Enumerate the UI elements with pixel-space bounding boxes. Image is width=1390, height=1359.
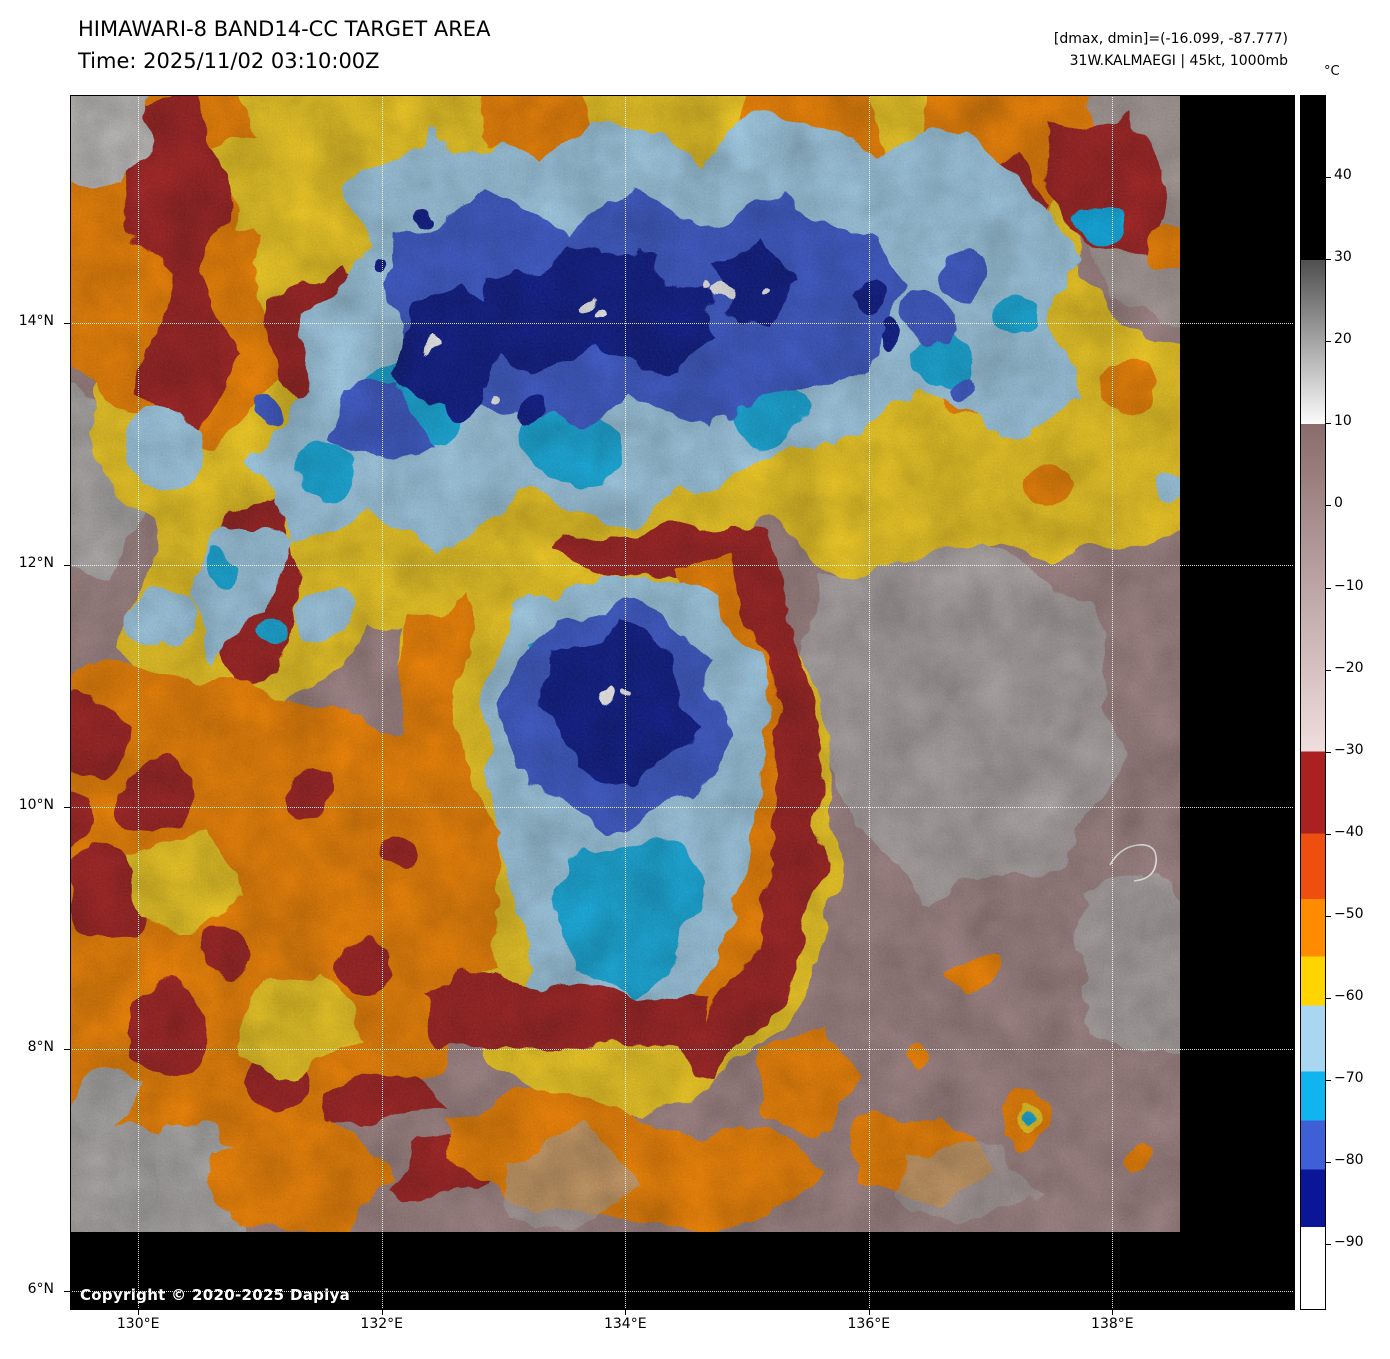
storm-annotation: 31W.KALMAEGI | 45kt, 1000mb [1054, 50, 1288, 72]
colorbar-tick-label: −30 [1334, 742, 1364, 758]
figure-time: Time: 2025/11/02 03:10:00Z [78, 46, 490, 78]
colorbar-tick-mark [1326, 1162, 1331, 1163]
x-axis-tick-mark [382, 1310, 383, 1315]
x-axis-tick-label: 138°E [1091, 1316, 1134, 1332]
colorbar-tick-label: −20 [1334, 660, 1364, 676]
y-axis-tick-mark [64, 807, 70, 808]
y-axis-tick-label: 8°N [28, 1039, 54, 1055]
colorbar-tick-label: 0 [1334, 495, 1343, 511]
copyright-watermark: Copyright © 2020-2025 Dapiya [80, 1286, 350, 1304]
colorbar-tick-label: −60 [1334, 988, 1364, 1004]
x-axis-tick-label: 130°E [117, 1316, 160, 1332]
colorbar-tick-mark [1326, 1244, 1331, 1245]
colorbar [1300, 95, 1326, 1310]
colorbar-tick-label: −90 [1334, 1234, 1364, 1250]
x-axis-tick-label: 134°E [604, 1316, 647, 1332]
colorbar-tick-mark [1326, 177, 1331, 178]
colorbar-tick-label: 40 [1334, 167, 1352, 183]
colorbar-tick-mark [1326, 834, 1331, 835]
colorbar-tick-label: −10 [1334, 578, 1364, 594]
figure-title: HIMAWARI-8 BAND14-CC TARGET AREA [78, 14, 490, 46]
colorbar-tick-label: −80 [1334, 1152, 1364, 1168]
gridline-horizontal [70, 565, 1295, 566]
y-axis-tick-label: 12°N [19, 555, 54, 571]
x-axis-tick-label: 136°E [848, 1316, 891, 1332]
colorbar-tick-mark [1326, 341, 1331, 342]
colorbar-tick-mark [1326, 423, 1331, 424]
colorbar-tick-mark [1326, 916, 1331, 917]
colorbar-tick-label: 10 [1334, 413, 1352, 429]
gridline-vertical [1112, 95, 1113, 1310]
colorbar-tick-label: 20 [1334, 331, 1352, 347]
colorbar-tick-mark [1326, 259, 1331, 260]
y-axis-tick-label: 6°N [28, 1281, 54, 1297]
y-axis-tick-mark [64, 323, 70, 324]
colorbar-tick-label: −50 [1334, 906, 1364, 922]
x-axis-tick-label: 132°E [360, 1316, 403, 1332]
colorbar-tick-mark [1326, 505, 1331, 506]
colorbar-tick-mark [1326, 998, 1331, 999]
dmax-dmin-annotation: [dmax, dmin]=(-16.099, -87.777) [1054, 28, 1288, 50]
colorbar-tick-label: 30 [1334, 249, 1352, 265]
gridline-vertical [869, 95, 870, 1310]
colorbar-unit-label: °C [1324, 64, 1340, 79]
gridline-horizontal [70, 1049, 1295, 1050]
y-axis-tick-labels: 14°N 12°N 10°N 8°N 6°N [0, 0, 62, 1359]
y-axis-tick-label: 10°N [19, 797, 54, 813]
colorbar-tick-label: −40 [1334, 824, 1364, 840]
colorbar-tick-mark [1326, 752, 1331, 753]
y-axis-tick-mark [64, 565, 70, 566]
gridline-horizontal [70, 807, 1295, 808]
colorbar-tick-label: −70 [1334, 1070, 1364, 1086]
colorbar-tick-mark [1326, 670, 1331, 671]
gridline-vertical [625, 95, 626, 1310]
y-axis-tick-mark [64, 1291, 70, 1292]
x-axis-tick-mark [869, 1310, 870, 1315]
title-block: HIMAWARI-8 BAND14-CC TARGET AREA Time: 2… [78, 14, 490, 78]
x-axis-tick-mark [1112, 1310, 1113, 1315]
gridline-horizontal [70, 323, 1295, 324]
colorbar-tick-mark [1326, 588, 1331, 589]
x-axis-tick-mark [138, 1310, 139, 1315]
map-plot-area: Copyright © 2020-2025 Dapiya [70, 95, 1295, 1310]
gridline-vertical [138, 95, 139, 1310]
colorbar-tick-mark [1326, 1080, 1331, 1081]
info-block: [dmax, dmin]=(-16.099, -87.777) 31W.KALM… [1054, 28, 1288, 73]
y-axis-tick-mark [64, 1049, 70, 1050]
gridline-vertical [382, 95, 383, 1310]
x-axis-tick-mark [625, 1310, 626, 1315]
y-axis-tick-label: 14°N [19, 313, 54, 329]
